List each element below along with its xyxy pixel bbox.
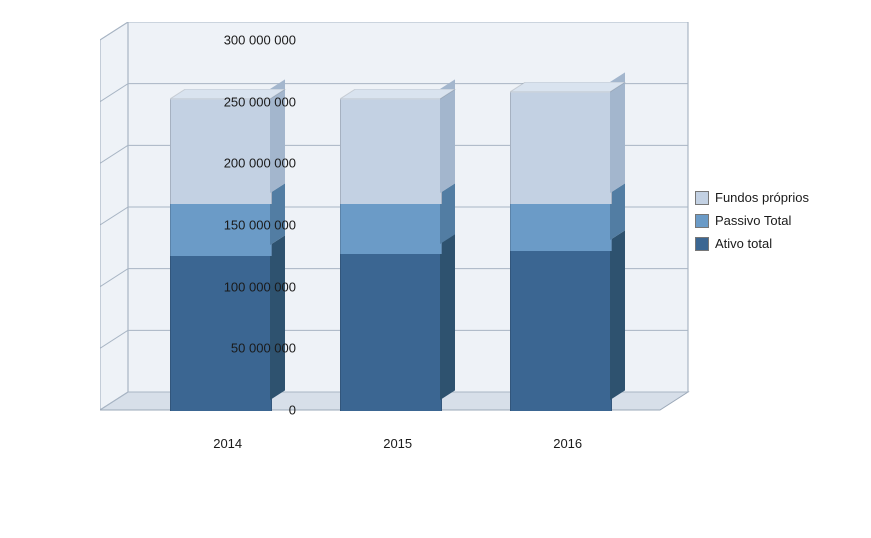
bar-segment-front [170, 99, 272, 204]
x-tick-label: 2016 [528, 436, 608, 451]
y-tick-label: 150 000 000 [186, 218, 296, 233]
legend-swatch [695, 191, 709, 205]
bar-segment-front [510, 92, 612, 204]
bar-segment-front [340, 253, 442, 411]
bars-container [100, 40, 660, 470]
bar-segment-side [440, 234, 455, 401]
stacked-bar-3d-chart: 0 50 000 000 100 000 000 150 000 000 200 000… [0, 0, 871, 538]
y-tick-label: 300 000 000 [186, 33, 296, 48]
legend-item: Fundos próprios [695, 190, 809, 205]
y-tick-label: 200 000 000 [186, 156, 296, 171]
bar-top-cap [510, 82, 627, 94]
legend-swatch [695, 214, 709, 228]
y-tick-label: 250 000 000 [186, 94, 296, 109]
bar-segment-side [440, 183, 455, 243]
legend-item: Passivo Total [695, 213, 809, 228]
legend-label: Ativo total [715, 236, 772, 251]
y-tick-label: 0 [186, 403, 296, 418]
bar-segment-side [270, 235, 285, 400]
x-tick-label: 2015 [358, 436, 438, 451]
legend-swatch [695, 237, 709, 251]
y-tick-label: 50 000 000 [186, 341, 296, 356]
legend-label: Passivo Total [715, 213, 791, 228]
bar-segment-front [170, 255, 272, 411]
legend-item: Ativo total [695, 236, 809, 251]
bar-segment-side [610, 230, 625, 400]
bar-segment-front [510, 250, 612, 411]
legend-label: Fundos próprios [715, 190, 809, 205]
bar-top-cap [340, 89, 457, 101]
bar-segment-front [340, 203, 442, 255]
bar-segment-side [270, 183, 285, 245]
bar-segment-front [340, 99, 442, 204]
x-tick-label: 2014 [188, 436, 268, 451]
bar-segment-front [510, 203, 612, 251]
legend: Fundos próprios Passivo Total Ativo total [695, 190, 809, 259]
y-tick-label: 100 000 000 [186, 279, 296, 294]
plot-area [100, 40, 660, 470]
